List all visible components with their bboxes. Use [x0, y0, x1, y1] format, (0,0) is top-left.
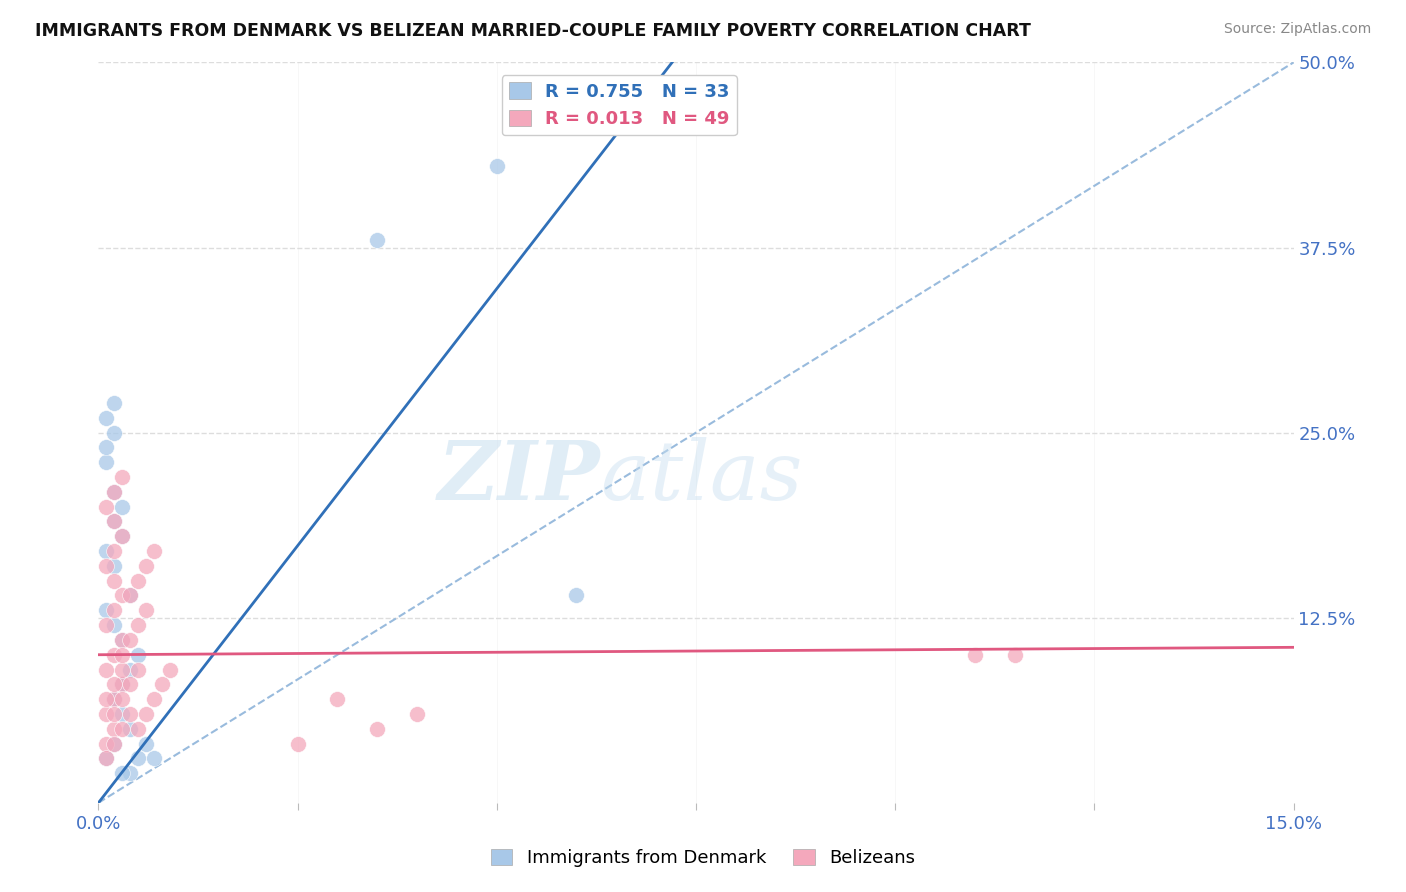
Point — [111, 589, 134, 603]
Point — [159, 663, 181, 677]
Point — [135, 706, 157, 721]
Point — [96, 558, 118, 573]
Point — [103, 737, 125, 751]
Point — [111, 677, 134, 691]
Point — [96, 410, 118, 425]
Point — [135, 603, 157, 617]
Point — [96, 455, 118, 469]
Legend: Immigrants from Denmark, Belizeans: Immigrants from Denmark, Belizeans — [484, 841, 922, 874]
Point — [103, 692, 125, 706]
Point — [103, 692, 125, 706]
Point — [143, 692, 166, 706]
Point — [111, 706, 134, 721]
Point — [143, 751, 166, 765]
Point — [127, 751, 149, 765]
Point — [103, 722, 125, 736]
Point — [326, 692, 349, 706]
Point — [120, 589, 142, 603]
Point — [96, 603, 118, 617]
Point — [103, 603, 125, 617]
Point — [103, 396, 125, 410]
Point — [111, 529, 134, 543]
Point — [103, 515, 125, 529]
Point — [287, 737, 309, 751]
Point — [366, 722, 388, 736]
Point — [120, 677, 142, 691]
Point — [111, 766, 134, 780]
Point — [120, 722, 142, 736]
Text: IMMIGRANTS FROM DENMARK VS BELIZEAN MARRIED-COUPLE FAMILY POVERTY CORRELATION CH: IMMIGRANTS FROM DENMARK VS BELIZEAN MARR… — [35, 22, 1031, 40]
Point — [143, 544, 166, 558]
Point — [103, 706, 125, 721]
Point — [96, 751, 118, 765]
Point — [111, 648, 134, 662]
Point — [406, 706, 429, 721]
Point — [103, 484, 125, 499]
Legend: R = 0.755   N = 33, R = 0.013   N = 49: R = 0.755 N = 33, R = 0.013 N = 49 — [502, 75, 737, 136]
Point — [103, 648, 125, 662]
Point — [103, 677, 125, 691]
Point — [96, 441, 118, 455]
Point — [111, 632, 134, 647]
Point — [96, 737, 118, 751]
Point — [111, 470, 134, 484]
Point — [111, 722, 134, 736]
Point — [120, 589, 142, 603]
Point — [120, 706, 142, 721]
Point — [485, 159, 508, 173]
Point — [103, 425, 125, 440]
Point — [127, 722, 149, 736]
Point — [1004, 648, 1026, 662]
Point — [96, 618, 118, 632]
Point — [565, 589, 588, 603]
Text: atlas: atlas — [600, 437, 803, 517]
Point — [103, 544, 125, 558]
Text: ZIP: ZIP — [437, 437, 600, 517]
Point — [96, 544, 118, 558]
Point — [963, 648, 986, 662]
Point — [127, 618, 149, 632]
Point — [111, 529, 134, 543]
Point — [366, 233, 388, 247]
Point — [135, 737, 157, 751]
Point — [127, 574, 149, 588]
Point — [103, 618, 125, 632]
Point — [111, 677, 134, 691]
Point — [135, 558, 157, 573]
Point — [111, 632, 134, 647]
Point — [127, 648, 149, 662]
Point — [103, 558, 125, 573]
Point — [150, 677, 173, 691]
Point — [96, 500, 118, 514]
Point — [120, 663, 142, 677]
Point — [103, 574, 125, 588]
Point — [111, 500, 134, 514]
Point — [120, 766, 142, 780]
Point — [111, 677, 134, 691]
Point — [96, 692, 118, 706]
Point — [96, 751, 118, 765]
Text: Source: ZipAtlas.com: Source: ZipAtlas.com — [1223, 22, 1371, 37]
Point — [103, 692, 125, 706]
Point — [103, 484, 125, 499]
Point — [103, 737, 125, 751]
Point — [111, 692, 134, 706]
Point — [127, 663, 149, 677]
Point — [120, 632, 142, 647]
Point — [103, 515, 125, 529]
Point — [96, 706, 118, 721]
Point — [111, 663, 134, 677]
Point — [96, 663, 118, 677]
